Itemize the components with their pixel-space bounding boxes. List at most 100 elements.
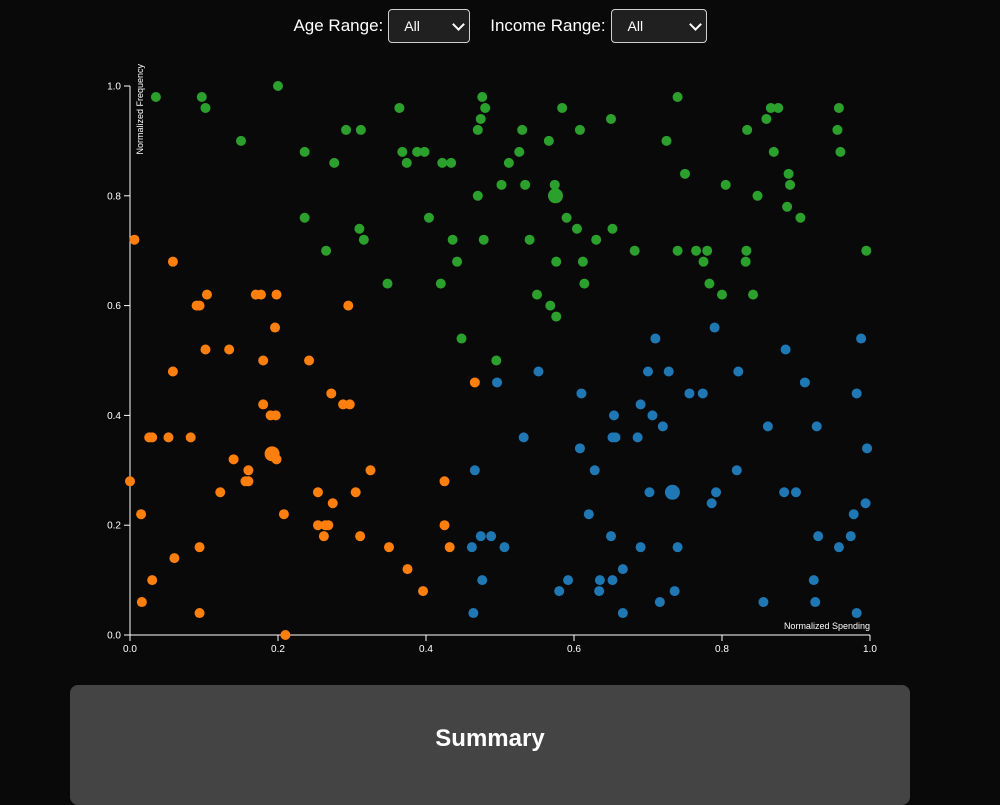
data-point[interactable] [136, 597, 147, 608]
data-point[interactable] [629, 245, 640, 256]
data-point[interactable] [635, 399, 646, 410]
data-point[interactable] [733, 366, 744, 377]
data-point[interactable] [740, 256, 751, 267]
data-point[interactable] [456, 333, 467, 344]
data-point[interactable] [466, 542, 477, 553]
data-point[interactable] [594, 586, 605, 597]
data-point[interactable] [808, 575, 819, 586]
data-point[interactable] [397, 146, 408, 157]
data-point[interactable] [684, 388, 695, 399]
data-point[interactable] [472, 190, 483, 201]
data-point[interactable] [243, 465, 254, 476]
data-point[interactable] [200, 344, 211, 355]
data-point[interactable] [709, 322, 720, 333]
data-point[interactable] [706, 498, 717, 509]
data-point[interactable] [833, 102, 844, 113]
data-point[interactable] [354, 223, 365, 234]
data-point[interactable] [810, 597, 821, 608]
data-point[interactable] [761, 113, 772, 124]
data-point[interactable] [731, 465, 742, 476]
data-point[interactable] [791, 487, 801, 498]
data-point[interactable] [486, 531, 497, 542]
data-point[interactable] [768, 146, 779, 157]
data-point[interactable] [762, 421, 773, 432]
data-point[interactable] [318, 531, 329, 542]
data-point[interactable] [748, 289, 759, 300]
data-point[interactable] [698, 256, 709, 267]
data-point[interactable] [782, 201, 793, 212]
data-point[interactable] [717, 289, 727, 300]
data-point[interactable] [577, 256, 588, 267]
data-point[interactable] [561, 212, 572, 223]
data-point[interactable] [492, 377, 503, 388]
data-point[interactable] [496, 179, 507, 190]
data-point[interactable] [563, 575, 574, 586]
data-point[interactable] [167, 366, 178, 377]
cluster-centroid[interactable] [548, 188, 563, 204]
data-point[interactable] [783, 168, 794, 179]
data-point[interactable] [475, 113, 486, 124]
data-point[interactable] [545, 300, 556, 311]
data-point[interactable] [607, 223, 618, 234]
data-point[interactable] [591, 234, 602, 245]
data-point[interactable] [606, 113, 616, 124]
data-point[interactable] [773, 102, 784, 113]
data-point[interactable] [499, 542, 510, 553]
data-point[interactable] [144, 432, 155, 443]
data-point[interactable] [702, 245, 713, 256]
data-point[interactable] [321, 245, 332, 256]
data-point[interactable] [125, 476, 135, 487]
data-point[interactable] [594, 575, 605, 586]
data-point[interactable] [861, 245, 872, 256]
data-point[interactable] [273, 81, 283, 91]
data-point[interactable] [663, 366, 674, 377]
data-point[interactable] [576, 388, 587, 399]
data-point[interactable] [194, 608, 205, 619]
data-point[interactable] [478, 234, 489, 245]
data-point[interactable] [524, 234, 535, 245]
data-point[interactable] [758, 597, 769, 608]
data-point[interactable] [672, 542, 683, 553]
data-point[interactable] [423, 212, 434, 223]
data-point[interactable] [439, 520, 450, 531]
data-point[interactable] [258, 399, 269, 410]
data-point[interactable] [365, 465, 376, 476]
data-point[interactable] [344, 399, 355, 410]
data-point[interactable] [312, 520, 323, 531]
data-point[interactable] [323, 520, 334, 531]
data-point[interactable] [574, 443, 585, 454]
data-point[interactable] [446, 157, 457, 168]
data-point[interactable] [657, 421, 668, 432]
data-point[interactable] [543, 135, 554, 146]
data-point[interactable] [795, 212, 806, 223]
data-point[interactable] [862, 443, 873, 454]
data-point[interactable] [520, 179, 531, 190]
data-point[interactable] [329, 157, 340, 168]
data-point[interactable] [832, 124, 843, 135]
data-point[interactable] [224, 344, 235, 355]
data-point[interactable] [435, 278, 446, 289]
data-point[interactable] [711, 487, 722, 498]
data-point[interactable] [382, 278, 393, 289]
data-point[interactable] [215, 487, 226, 498]
data-point[interactable] [697, 388, 708, 399]
data-point[interactable] [517, 124, 528, 135]
data-point[interactable] [780, 344, 791, 355]
data-point[interactable] [196, 91, 207, 102]
data-point[interactable] [765, 102, 776, 113]
data-point[interactable] [691, 245, 702, 256]
data-point[interactable] [477, 91, 488, 102]
data-point[interactable] [549, 179, 560, 190]
data-point[interactable] [661, 135, 672, 146]
data-point[interactable] [480, 102, 491, 113]
data-point[interactable] [785, 179, 796, 190]
data-point[interactable] [240, 476, 251, 487]
data-point[interactable] [851, 388, 862, 399]
data-point[interactable] [327, 498, 338, 509]
data-point[interactable] [557, 102, 568, 113]
data-point[interactable] [271, 289, 282, 300]
data-point[interactable] [632, 432, 643, 443]
data-point[interactable] [299, 146, 310, 157]
data-point[interactable] [200, 102, 211, 113]
data-point[interactable] [468, 608, 479, 619]
